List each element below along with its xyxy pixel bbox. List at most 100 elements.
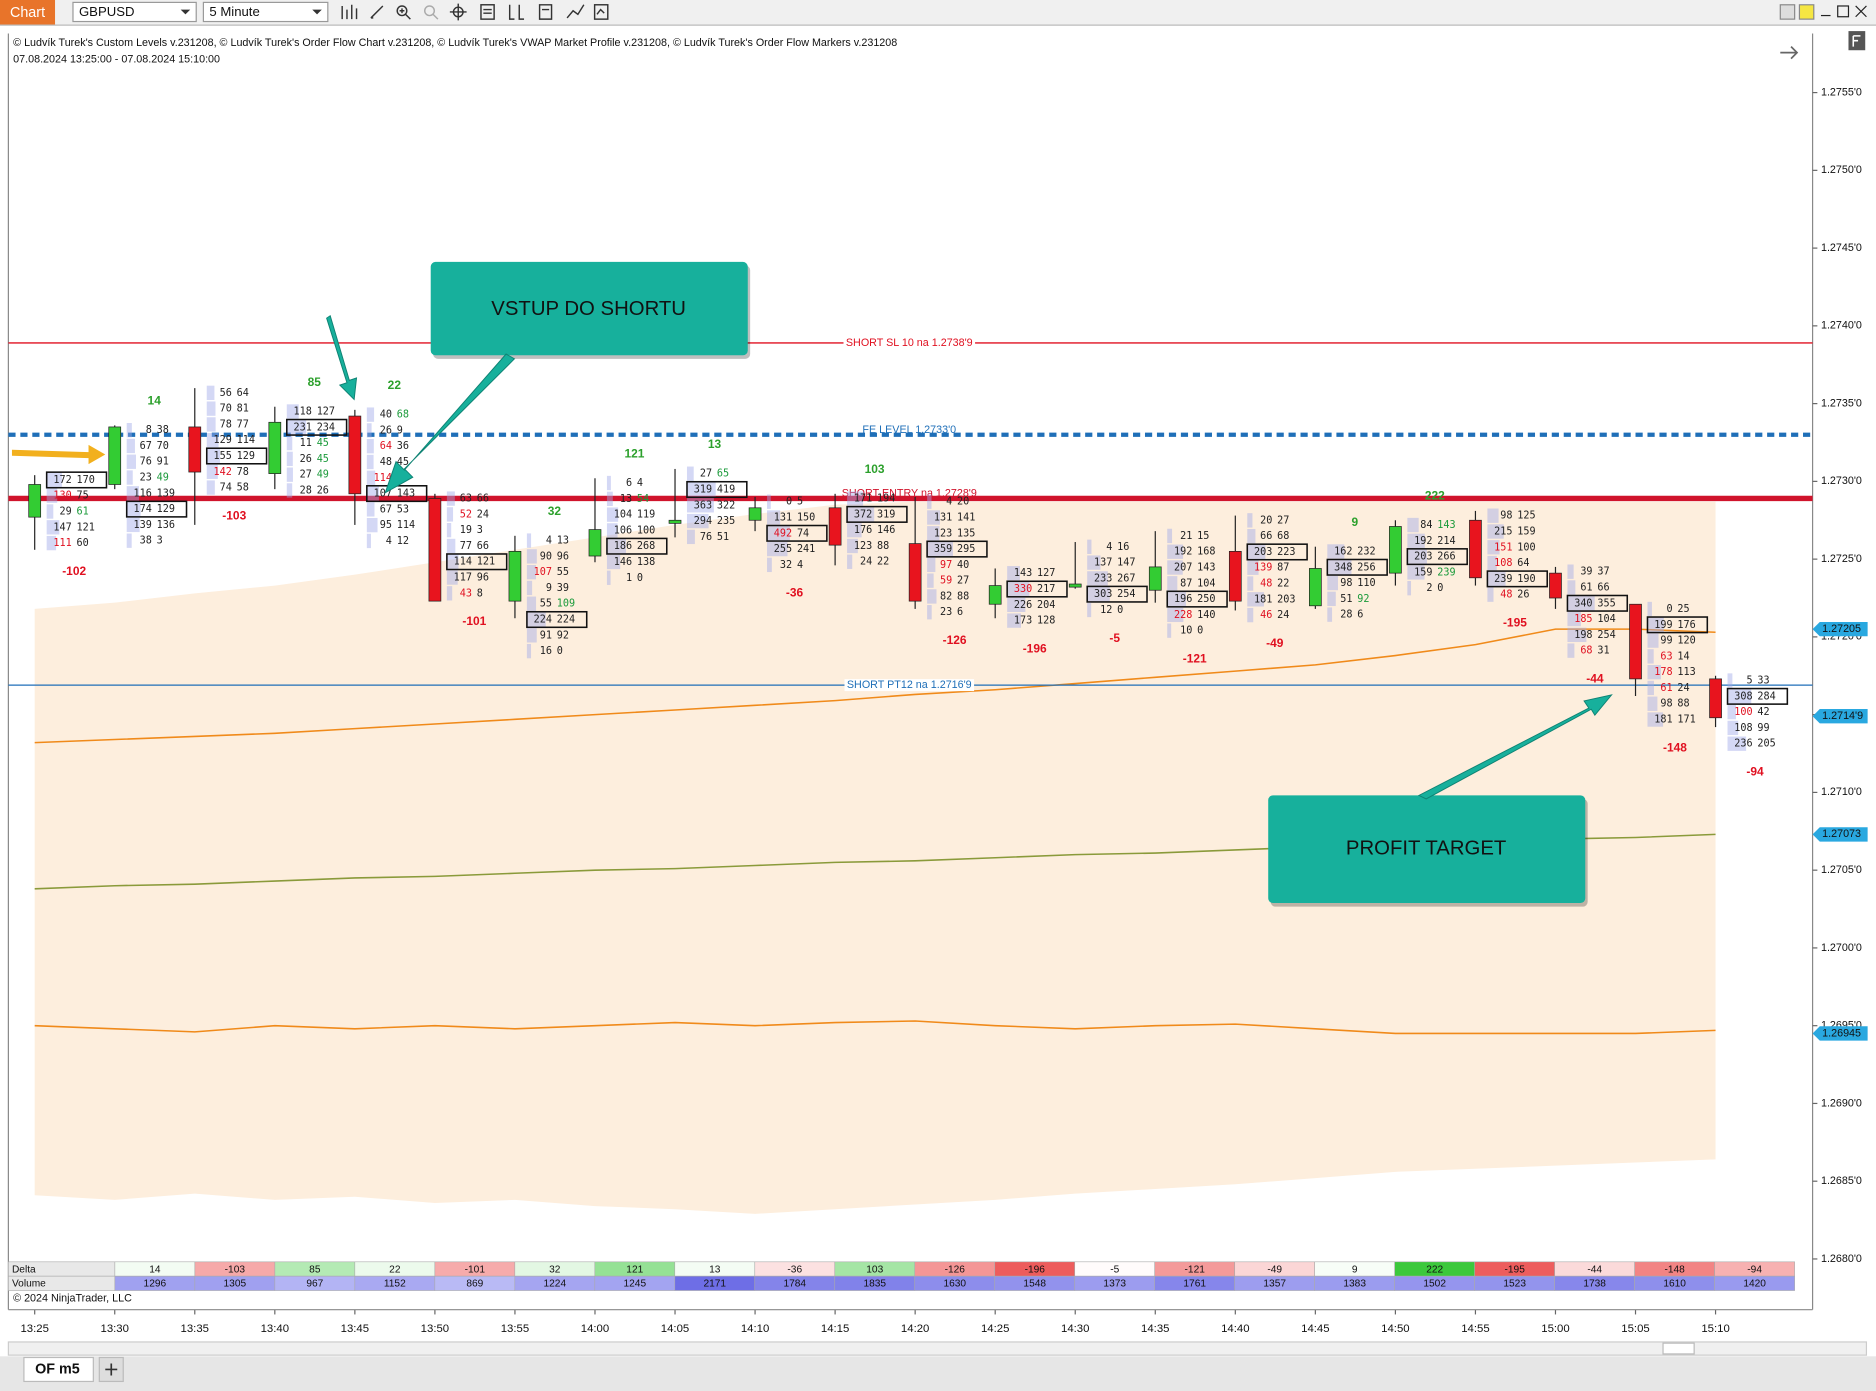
bar-delta: 32 <box>548 504 562 518</box>
tab-label: OF m5 <box>35 1361 80 1377</box>
delta-value: 222 <box>1426 1264 1443 1275</box>
volume-profile-bar <box>206 417 216 432</box>
volume-profile-bar <box>1647 617 1664 632</box>
level-label: FE LEVEL 1.2733'0 <box>862 424 956 436</box>
scroll-thumb[interactable] <box>1662 1342 1695 1355</box>
f-glyph <box>1852 35 1861 47</box>
chart-tab[interactable] <box>0 0 56 26</box>
footprint-ask: 143 <box>397 489 415 500</box>
footprint-ask: 20 <box>957 497 969 508</box>
footprint-bid: 363 <box>694 500 712 511</box>
tab[interactable] <box>23 1356 94 1383</box>
footprint-bid: 27 <box>700 469 712 480</box>
toolbar-icons[interactable] <box>341 3 609 21</box>
delta-value: 103 <box>866 1264 883 1275</box>
volume-profile-bar <box>206 401 216 416</box>
volume-profile-bar <box>526 612 546 627</box>
window-buttons[interactable] <box>1779 4 1867 20</box>
volume-profile-bar <box>1167 528 1173 544</box>
volume-profile-bar <box>1167 576 1178 591</box>
x-tick-label: 13:45 <box>341 1323 369 1335</box>
volume-profile-bar <box>1167 623 1172 638</box>
x-tick-label: 13:55 <box>501 1323 529 1335</box>
footprint-bid: 198 <box>1574 630 1592 641</box>
volume-profile-bar <box>366 407 375 422</box>
footprint-ask: 159 <box>1517 526 1535 537</box>
delta-value: -103 <box>225 1264 246 1275</box>
volume-profile-bar <box>1407 581 1412 596</box>
y-tick-label: 1.2695'0 <box>1821 1020 1862 1032</box>
volume-profile-bar <box>46 488 58 503</box>
poc-box <box>45 471 108 489</box>
footprint-bid: 372 <box>854 509 872 520</box>
scrollbar[interactable] <box>7 1341 1868 1356</box>
footprint-bid: 228 <box>1174 610 1192 621</box>
copyright: © 2024 NinjaTrader, LLC <box>13 1293 132 1305</box>
volume-profile-bar <box>606 523 618 538</box>
volume-profile-bar <box>526 533 532 548</box>
footprint-ask: 55 <box>557 567 569 578</box>
footprint-bid: 63 <box>1660 651 1672 662</box>
footprint-bid: 255 <box>774 544 792 555</box>
footprint-ask: 91 <box>157 457 169 468</box>
volume-profile-bar <box>126 517 140 533</box>
footprint-bid: 199 <box>1654 620 1672 631</box>
footprint-ask: 267 <box>1117 573 1135 584</box>
poc-box <box>1646 616 1709 634</box>
footprint-ask: 22 <box>1277 579 1289 590</box>
footprint-ask: 70 <box>157 441 169 452</box>
plus-glyph <box>105 1363 118 1376</box>
volume-profile-bar <box>1167 544 1184 559</box>
bar-delta: -102 <box>62 564 86 578</box>
footprint-ask: 125 <box>1517 511 1535 522</box>
footprint-bid: 13 <box>620 494 632 505</box>
footprint-ask: 45 <box>397 457 409 468</box>
volume-profile-bar <box>1567 611 1581 627</box>
volume-profile-bar <box>686 466 694 481</box>
footprint-bid: 111 <box>53 538 71 549</box>
delta-value: -148 <box>1664 1264 1685 1275</box>
bar-delta: -94 <box>1746 765 1764 779</box>
poc-box <box>846 505 908 523</box>
volume-profile-bar <box>767 557 772 573</box>
footprint-bid: 2 <box>1426 583 1432 594</box>
volume-profile-bar <box>366 470 376 485</box>
footprint-ask: 53 <box>397 504 409 515</box>
volume-profile-bar <box>446 538 456 554</box>
footprint-ask: 143 <box>1197 563 1215 574</box>
x-tick-label: 14:15 <box>821 1323 849 1335</box>
navigate-arrow[interactable] <box>1780 46 1799 60</box>
instrument-select[interactable] <box>72 1 197 23</box>
footprint-bid: 181 <box>1254 594 1272 605</box>
volume-value: 2171 <box>703 1279 726 1290</box>
footprint-ask: 295 <box>957 544 975 555</box>
footprint-bid: 236 <box>1734 739 1752 750</box>
footprint-bid: 203 <box>1254 547 1272 558</box>
x-tick-label: 14:35 <box>1141 1323 1169 1335</box>
indicator-line <box>34 628 1716 744</box>
footprint-ask: 141 <box>957 513 975 524</box>
volume-profile-bar <box>1727 673 1733 688</box>
footprint-bid: 51 <box>1340 594 1352 605</box>
volume-profile-bar <box>366 502 375 517</box>
footprint-ask: 284 <box>1757 691 1775 702</box>
volume-profile-bar <box>927 589 937 604</box>
x-tick-label: 14:50 <box>1381 1323 1409 1335</box>
footprint-ask: 205 <box>1757 739 1775 750</box>
volume-profile-bar <box>686 513 709 529</box>
volume-value: 1224 <box>544 1279 567 1290</box>
poc-box <box>446 553 508 571</box>
volume-profile-bar <box>1327 607 1333 622</box>
footprint-ask: 49 <box>157 473 169 484</box>
footprint-ask: 147 <box>1117 558 1135 569</box>
interval-select[interactable] <box>202 1 329 23</box>
footprint-bid: 43 <box>460 588 472 599</box>
volume-profile-bar <box>1167 607 1184 623</box>
footprint-bid: 28 <box>1340 610 1352 621</box>
delta-value: -94 <box>1747 1264 1762 1275</box>
volume-profile-bar <box>1567 596 1595 611</box>
volume-profile-bar <box>1567 564 1574 579</box>
footprint-ask: 203 <box>1277 594 1295 605</box>
volume-value: 1502 <box>1423 1279 1446 1290</box>
bar-delta: 222 <box>1425 488 1445 502</box>
